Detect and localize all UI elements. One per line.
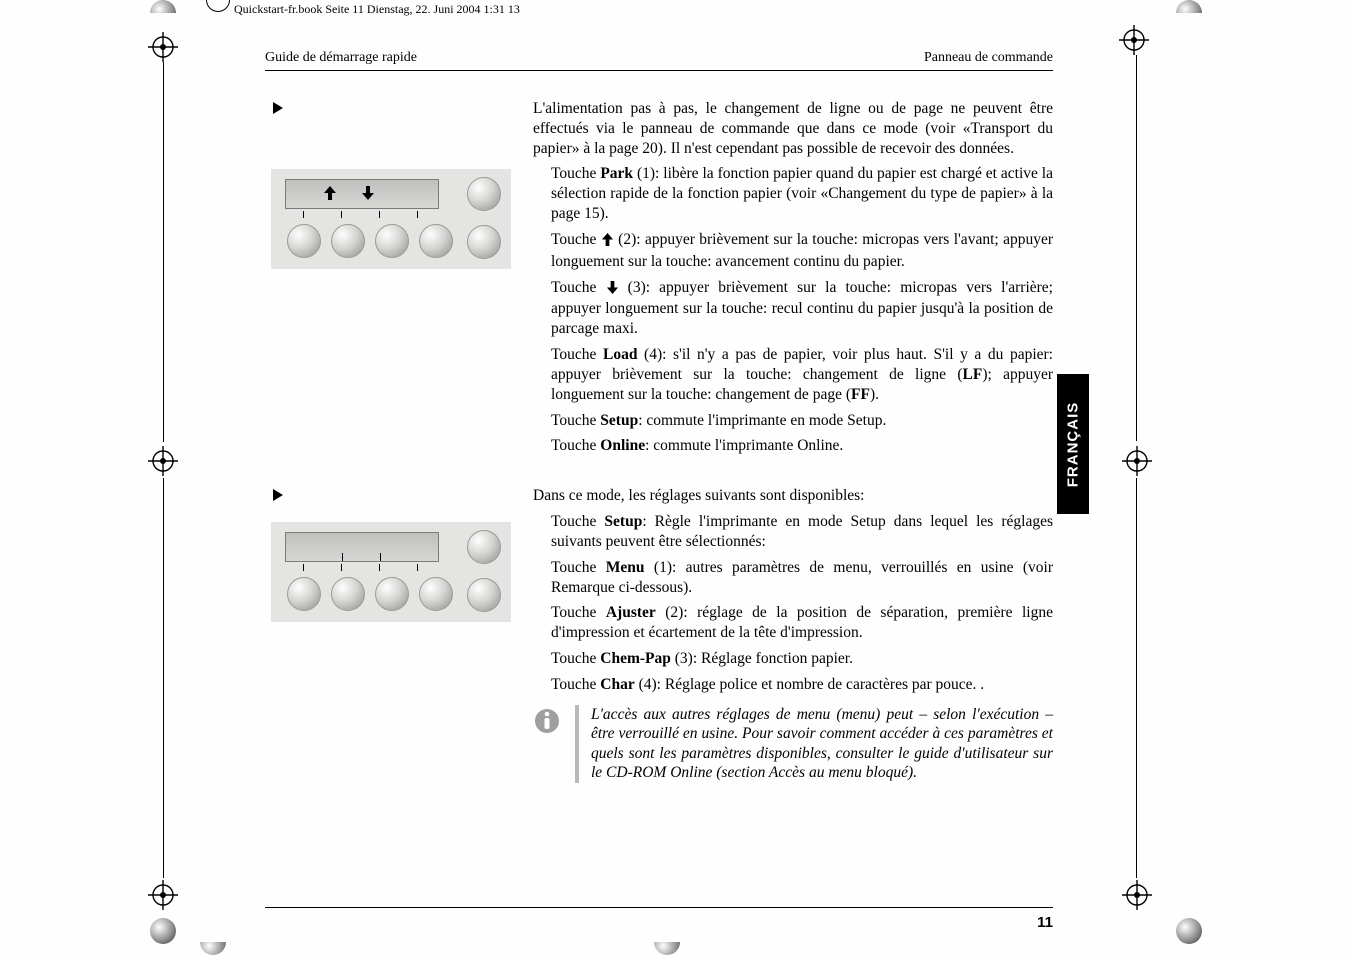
panel-button xyxy=(419,224,453,258)
intro-text-2: Dans ce mode, les réglages suivants sont… xyxy=(533,486,1053,506)
info-icon xyxy=(533,705,563,783)
info-note: L'accès aux autres réglages de menu (men… xyxy=(533,705,1053,783)
page-content: Guide de démarrage rapide Panneau de com… xyxy=(265,50,1053,807)
panel-side-button xyxy=(467,225,501,259)
tick-row xyxy=(285,211,439,221)
control-panel-diagram-1 xyxy=(271,169,511,269)
running-head: Guide de démarrage rapide Panneau de com… xyxy=(265,50,1053,71)
triangle-bullet-icon xyxy=(273,101,283,119)
vline-left-lower xyxy=(163,478,164,878)
reg-target-top-right xyxy=(1119,25,1149,55)
reg-sphere-bottom-right xyxy=(1176,918,1202,944)
reg-sphere-bottom-left xyxy=(150,918,176,944)
chempap-desc: Touche Chem-Pap (3): Réglage fonction pa… xyxy=(551,649,1053,669)
setup-desc: Touche Setup: commute l'imprimante en mo… xyxy=(551,411,1053,431)
reg-arc-bottom-1 xyxy=(200,942,226,955)
reg-target-bottom-left xyxy=(148,880,178,910)
vline-right-lower xyxy=(1136,478,1137,878)
lcd-display xyxy=(285,532,439,562)
button-row xyxy=(287,577,453,611)
intro-text: L'alimentation pas à pas, le changement … xyxy=(533,99,1053,158)
book-header-text: Quickstart-fr.book Seite 11 Dienstag, 22… xyxy=(234,2,520,17)
panel-button xyxy=(287,224,321,258)
book-header-arc xyxy=(206,0,230,12)
panel-button xyxy=(419,577,453,611)
note-bar xyxy=(575,705,579,783)
language-tab: FRANÇAIS xyxy=(1057,374,1089,514)
triangle-bullet-icon xyxy=(273,488,283,506)
reg-sphere-top-right xyxy=(1176,0,1202,13)
setup-mode-section: Dans ce mode, les réglages suivants sont… xyxy=(265,486,1053,783)
control-panel-diagram-2 xyxy=(271,522,511,622)
up-arrow-icon xyxy=(601,232,614,252)
reg-target-upper-left xyxy=(148,32,178,62)
online-desc: Touche Online: commute l'imprimante Onli… xyxy=(551,436,1053,456)
note-text: L'accès aux autres réglages de menu (men… xyxy=(591,705,1053,783)
reg-target-bottom-right xyxy=(1122,880,1152,910)
tick-row xyxy=(285,564,439,574)
down-arrow-icon xyxy=(362,186,374,205)
panel-side-button xyxy=(467,177,501,211)
side-buttons xyxy=(467,177,501,259)
reg-target-mid-left xyxy=(148,446,178,476)
down-desc: Touche (3): appuyer brièvement sur la to… xyxy=(551,278,1053,339)
char-desc: Touche Char (4): Réglage police et nombr… xyxy=(551,675,1053,695)
down-arrow-icon xyxy=(606,280,619,300)
language-tab-label: FRANÇAIS xyxy=(1065,401,1082,487)
vline-right xyxy=(1136,55,1137,441)
panel-button xyxy=(287,577,321,611)
panel-button xyxy=(375,577,409,611)
reg-sphere-top-left xyxy=(150,0,176,13)
button-row xyxy=(287,224,453,258)
ajuster-desc: Touche Ajuster (2): réglage de la positi… xyxy=(551,603,1053,643)
page-number: 11 xyxy=(265,907,1053,931)
park-desc: Touche Park (1): libère la fonction papi… xyxy=(551,164,1053,223)
panel-side-button xyxy=(467,578,501,612)
panel-button xyxy=(331,577,365,611)
up-desc: Touche (2): appuyer brièvement sur la to… xyxy=(551,230,1053,272)
reg-arc-bottom-2 xyxy=(654,942,680,955)
panel-side-button xyxy=(467,530,501,564)
menu-desc: Touche Menu (1): autres paramètres de me… xyxy=(551,558,1053,598)
lcd-display xyxy=(285,179,439,209)
load-desc: Touche Load (4): s'il n'y a pas de papie… xyxy=(551,345,1053,404)
panel-button xyxy=(375,224,409,258)
side-buttons xyxy=(467,530,501,612)
up-arrow-icon xyxy=(324,186,336,205)
vline-left xyxy=(163,62,164,442)
setup2-desc: Touche Setup: Règle l'imprimante en mode… xyxy=(551,512,1053,552)
running-head-left: Guide de démarrage rapide xyxy=(265,50,417,66)
panel-button xyxy=(331,224,365,258)
running-head-right: Panneau de commande xyxy=(924,50,1053,66)
reg-target-mid-right xyxy=(1122,446,1152,476)
offline-mode-section: L'alimentation pas à pas, le changement … xyxy=(265,99,1053,462)
